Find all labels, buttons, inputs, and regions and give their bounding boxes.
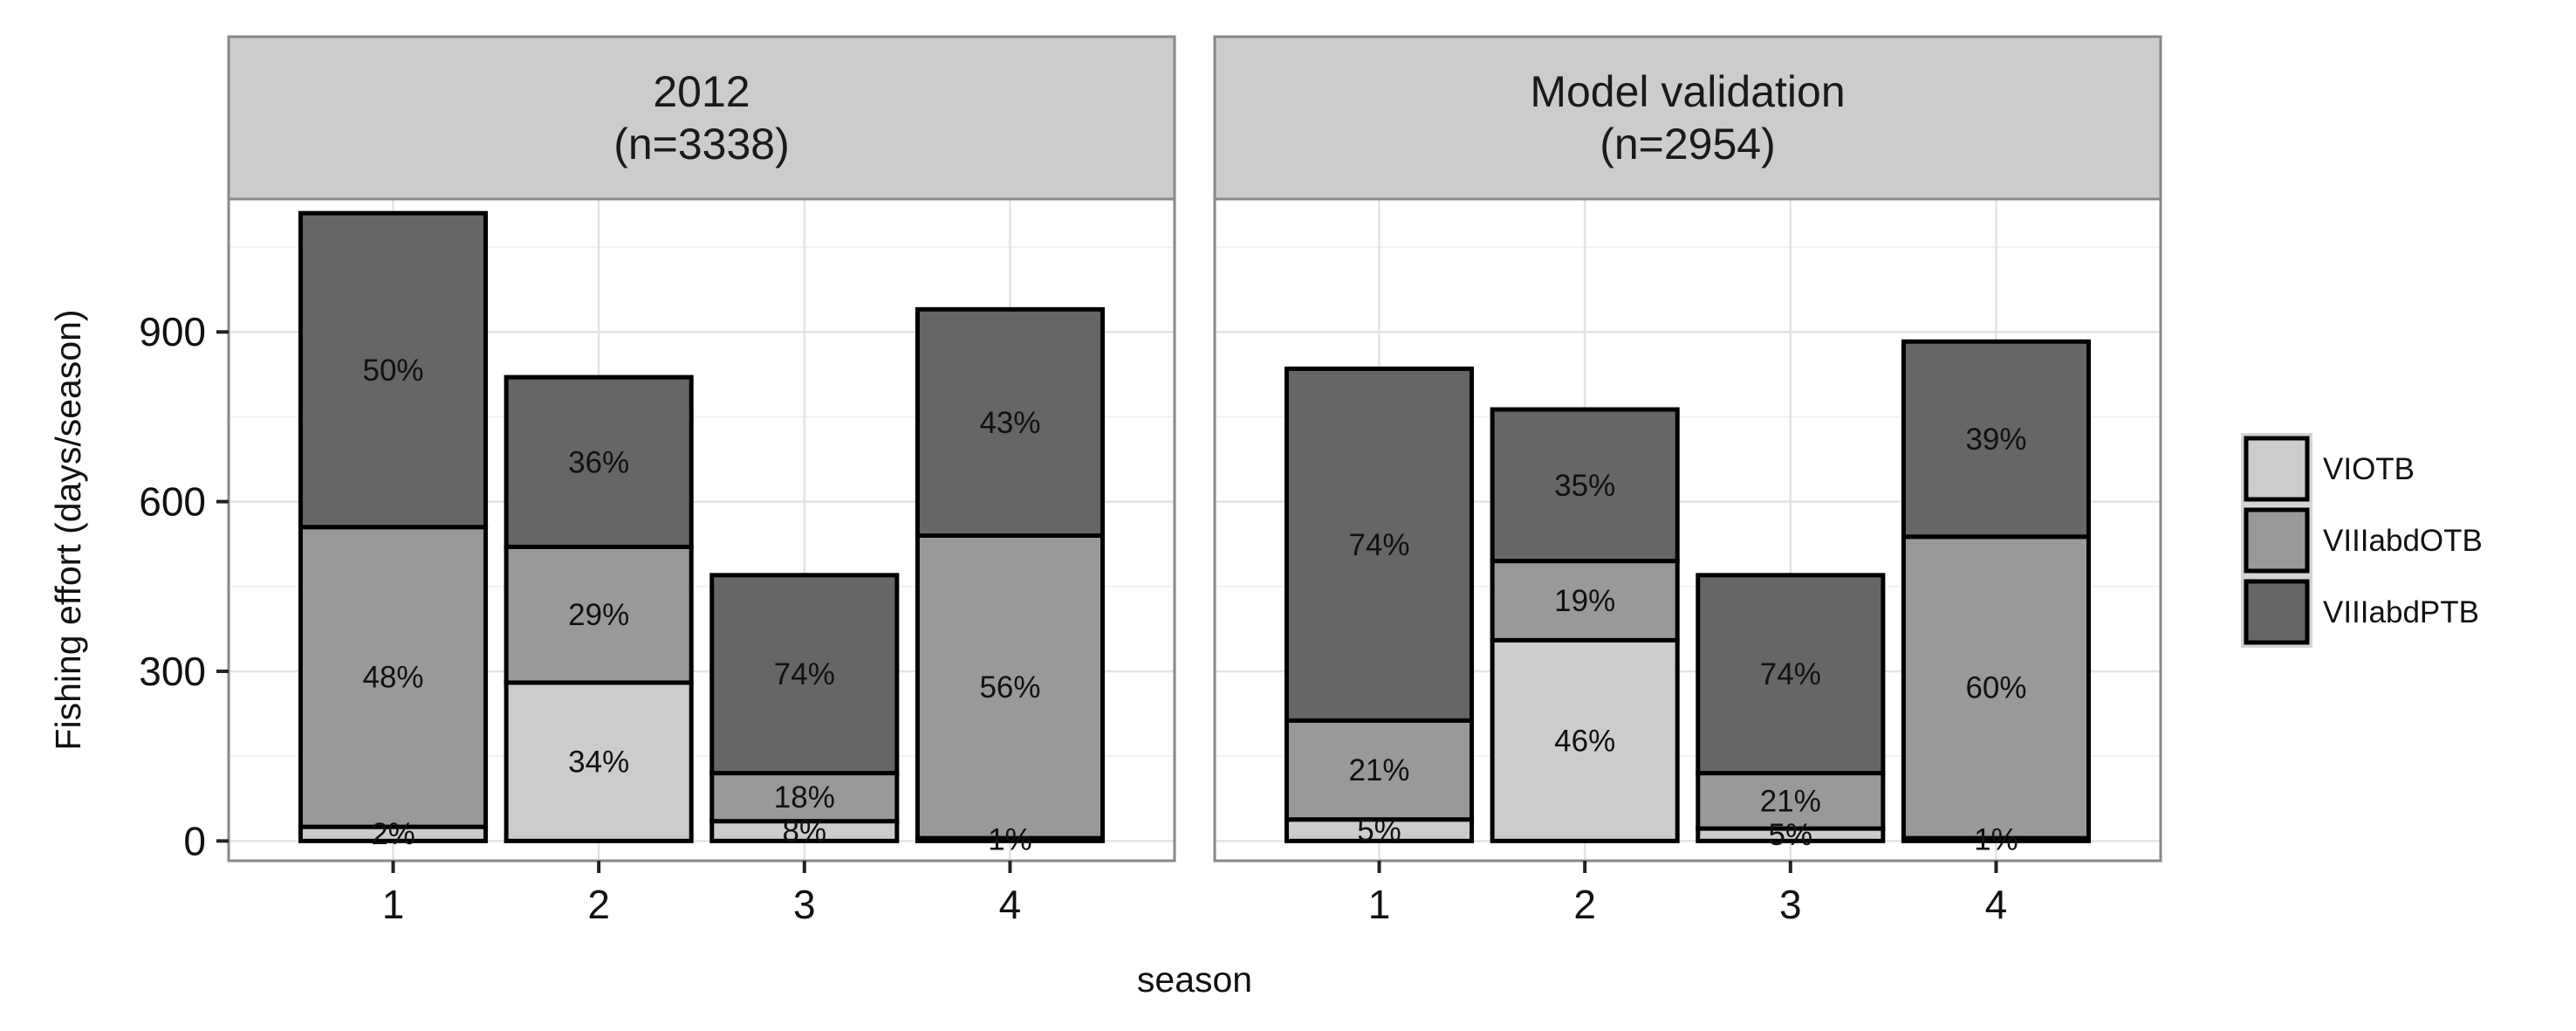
bar-data-label: 74% [1760,657,1821,691]
x-tick-label: 2 [1573,882,1596,927]
bar-segment-viiiabdptb [1696,573,1886,776]
bar-data-label: 56% [979,670,1040,705]
x-tick-label: 2 [587,882,610,927]
legend-label: VIOTB [2323,452,2415,486]
bar-segment-viiiabdptb [1284,366,1475,723]
facet-subtitle: (n=3338) [613,120,790,168]
bar-data-label: 50% [362,354,423,388]
bar-data-label: 60% [1965,670,2026,705]
bar-data-label: 29% [568,598,629,632]
panel-border [227,197,1176,863]
y-axis: 0 300 600 900 [139,309,229,863]
bar-data-label: 18% [774,780,835,814]
bar-data-label: 1% [1974,823,2018,857]
facet-strip [1213,35,2162,201]
bar-data-label: 5% [1357,814,1401,848]
bar-data-label: 74% [1348,528,1409,562]
bar-segment-viiiabdotb [1696,771,1886,831]
facet-title: Model validation [1530,67,1845,116]
bar-data-label: 21% [1348,753,1409,787]
bar-data-label: 39% [1965,423,2026,457]
bar-data-label: 36% [568,445,629,479]
bar-segment-viiiabdotb [1284,718,1475,822]
bar-segment-viiiabdptb [1490,407,1680,564]
x-tick-label: 3 [1779,882,1802,927]
x-tick-label: 1 [382,882,405,927]
bar-data-label: 1% [988,823,1032,857]
bar-data-label: 46% [1554,724,1615,758]
bar-data-label: 35% [1554,469,1615,503]
legend-label: VIIIabdOTB [2323,524,2483,558]
bar-segment-viiiabdptb [504,375,694,549]
bar-data-label: 19% [1554,584,1615,618]
bar-data-label: 8% [783,814,827,849]
x-tick-label: 1 [1368,882,1391,927]
bar-data-label: 48% [362,660,423,694]
x-axis-title: season [1137,959,1252,1000]
legend: VIOTB VIIIabdOTB VIIIabdPTB [2241,433,2483,648]
facet-title: 2012 [653,67,750,116]
legend-swatch [2244,436,2310,502]
legend-swatch [2244,579,2310,645]
bar-segment-viotb [1284,817,1475,843]
bar-data-label: 21% [1760,784,1821,818]
y-tick-label: 900 [139,309,206,354]
facet-subtitle: (n=2954) [1600,120,1776,168]
bar-segment-viiiabdotb [709,771,900,824]
y-tick-label: 600 [139,479,206,525]
x-tick-label: 4 [1985,882,2008,927]
legend-label: VIIIabdPTB [2323,595,2479,629]
bar-data-label: 74% [774,657,835,691]
bar-segment-viotb [1490,637,1680,843]
facet-panel-1: 2012(n=3338) 2% 48% 50% 34% 29% 36% 8%18% 74% 1% 5… [227,35,1176,927]
bar-segment-viiiabdotb [1901,534,2092,841]
y-tick-label: 300 [139,649,206,694]
x-tick-label: 3 [793,882,816,927]
bar-data-label: 34% [568,746,629,780]
bar-segment-viiiabdptb [709,573,900,776]
facet-panels: 2012(n=3338) 2% 48% 50% 34% 29% 36% 8%18% 74% 1% 5… [227,35,2162,927]
bar-data-label: 43% [979,406,1040,440]
bar-segment-viiiabdptb [1901,339,2092,540]
facet-strip [227,35,1176,201]
bar-data-label: 5% [1769,818,1813,852]
panel-border [1213,197,2162,863]
bar-segment-viiiabdptb [915,306,1106,538]
bar-data-label: 2% [371,817,415,851]
facet-panel-2: Model validation(n=2954)5%21%74%46%19%35… [1213,35,2162,927]
x-tick-label: 4 [999,882,1022,927]
y-axis-title: Fishing effort (days/season) [48,309,88,750]
bar-segment-viiiabdptb [298,210,489,530]
bar-segment-viiiabdotb [915,533,1106,841]
legend-swatch [2244,507,2310,574]
y-tick-label: 0 [183,818,206,863]
